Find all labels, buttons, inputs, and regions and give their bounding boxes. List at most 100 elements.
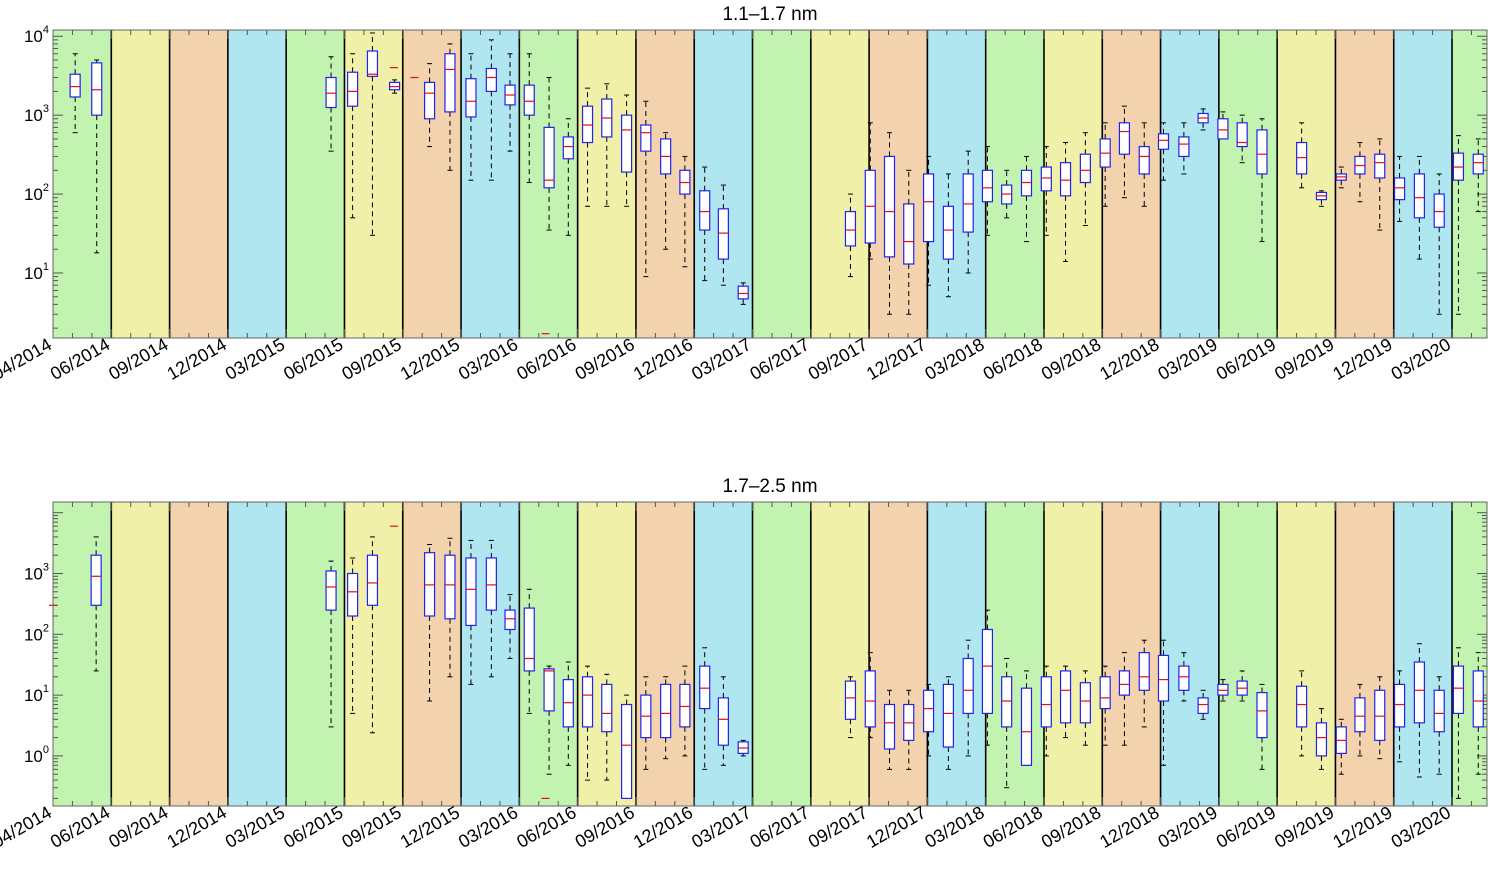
box bbox=[1393, 155, 1406, 222]
box-iqr bbox=[90, 554, 102, 606]
box-iqr bbox=[1472, 670, 1484, 728]
box-iqr bbox=[1315, 722, 1328, 757]
box bbox=[325, 56, 337, 152]
x-tick-label: 06/2018 bbox=[980, 802, 1046, 852]
box-iqr bbox=[903, 203, 915, 265]
box bbox=[1059, 142, 1072, 262]
box-iqr bbox=[717, 697, 729, 746]
box-iqr bbox=[962, 657, 974, 715]
box-iqr bbox=[1178, 136, 1190, 158]
box bbox=[366, 536, 379, 734]
box bbox=[1413, 643, 1425, 778]
box bbox=[942, 173, 954, 298]
box bbox=[883, 689, 896, 770]
box-iqr bbox=[922, 689, 935, 733]
box bbox=[347, 53, 359, 219]
box bbox=[91, 59, 103, 254]
y-tick-label: 102 bbox=[24, 182, 49, 204]
box-iqr bbox=[1374, 689, 1386, 741]
x-tick-label: 04/2014 bbox=[0, 802, 55, 852]
x-tick-label: 09/2018 bbox=[1038, 334, 1104, 384]
box-iqr bbox=[660, 683, 672, 739]
x-tick-label: 12/2014 bbox=[164, 334, 230, 384]
box bbox=[1374, 138, 1386, 231]
season-band bbox=[1277, 30, 1336, 338]
box-iqr bbox=[69, 73, 81, 98]
season-band bbox=[286, 30, 345, 338]
season-band bbox=[1452, 30, 1487, 338]
box bbox=[679, 155, 691, 268]
season-band bbox=[111, 502, 170, 806]
box bbox=[737, 282, 749, 305]
y-tick-exponent: 2 bbox=[43, 182, 49, 194]
season-band bbox=[752, 30, 811, 338]
season-band bbox=[635, 502, 695, 806]
season-band bbox=[1218, 502, 1278, 806]
box bbox=[543, 665, 555, 775]
y-tick-exponent: 2 bbox=[43, 622, 49, 634]
x-tick-label: 12/2019 bbox=[1329, 802, 1395, 852]
box bbox=[543, 77, 555, 231]
x-tick-label: 03/2019 bbox=[1154, 334, 1220, 384]
y-tick-label: 102 bbox=[24, 622, 49, 644]
box bbox=[903, 169, 915, 315]
box bbox=[1099, 665, 1111, 746]
box bbox=[523, 53, 535, 184]
box-iqr bbox=[844, 680, 857, 720]
box bbox=[1256, 118, 1268, 243]
box bbox=[620, 694, 633, 800]
box-iqr bbox=[1040, 166, 1052, 192]
x-tick-label: 09/2014 bbox=[105, 334, 171, 384]
box-iqr bbox=[679, 683, 691, 728]
x-tick-label: 09/2015 bbox=[338, 802, 404, 852]
y-tick-exponent: 1 bbox=[43, 683, 49, 695]
box-iqr bbox=[1256, 129, 1268, 175]
x-tick-label: 09/2018 bbox=[1038, 802, 1104, 852]
box-iqr bbox=[1157, 133, 1170, 150]
box bbox=[620, 94, 633, 207]
x-tick-label: 09/2017 bbox=[805, 802, 871, 852]
box-iqr bbox=[922, 173, 935, 243]
x-tick-label: 12/2014 bbox=[164, 802, 230, 852]
box-iqr bbox=[737, 285, 749, 300]
y-tick-exponent: 3 bbox=[43, 103, 49, 115]
box bbox=[562, 118, 574, 236]
box bbox=[1197, 108, 1209, 131]
season-band bbox=[1218, 30, 1278, 338]
season-band bbox=[810, 30, 870, 338]
box bbox=[1296, 670, 1308, 757]
y-tick-base: 10 bbox=[24, 747, 43, 766]
box-iqr bbox=[1079, 682, 1091, 724]
box bbox=[1452, 135, 1465, 315]
box bbox=[1217, 679, 1229, 702]
box bbox=[1178, 652, 1190, 702]
box bbox=[1256, 683, 1268, 770]
x-tick-label: 12/2016 bbox=[630, 334, 696, 384]
box bbox=[699, 166, 711, 282]
box bbox=[1040, 146, 1052, 236]
season-band bbox=[1335, 30, 1394, 338]
x-tick-label: 12/2017 bbox=[863, 334, 929, 384]
box bbox=[962, 639, 974, 757]
box bbox=[1296, 122, 1308, 189]
box bbox=[717, 676, 729, 766]
x-tick-label: 03/2020 bbox=[1388, 802, 1454, 852]
season-band bbox=[53, 30, 112, 338]
x-tick-label: 12/2015 bbox=[397, 802, 463, 852]
box-iqr bbox=[1040, 676, 1052, 728]
box bbox=[1197, 689, 1209, 720]
season-band bbox=[169, 30, 228, 338]
season-band bbox=[1160, 30, 1219, 338]
x-tick-label: 06/2015 bbox=[280, 334, 346, 384]
box bbox=[942, 676, 954, 770]
box-iqr bbox=[444, 53, 456, 113]
box-iqr bbox=[465, 557, 477, 627]
y-tick-base: 10 bbox=[24, 565, 43, 584]
box bbox=[423, 63, 436, 148]
box-iqr bbox=[981, 169, 994, 203]
box bbox=[1001, 658, 1013, 789]
box-iqr bbox=[325, 76, 337, 109]
box bbox=[69, 53, 81, 134]
box-iqr bbox=[883, 155, 896, 258]
box bbox=[922, 155, 935, 286]
